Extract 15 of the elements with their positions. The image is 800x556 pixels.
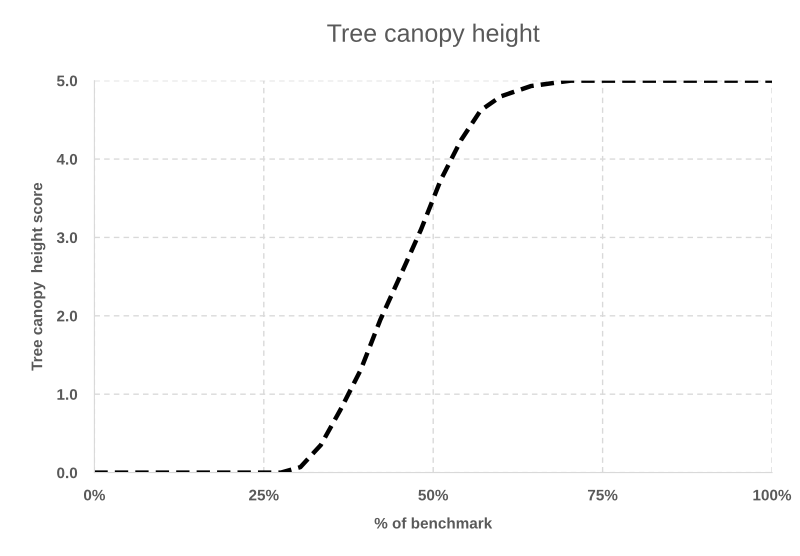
y-tick-label: 0.0 — [57, 467, 78, 478]
y-tick-label: 1.0 — [57, 389, 78, 400]
y-axis-title: Tree canopy height score — [31, 182, 46, 371]
x-tick-label: 25% — [249, 490, 279, 500]
x-axis-title: % of benchmark — [374, 517, 492, 529]
chart-title: Tree canopy height — [327, 24, 540, 47]
y-tick-label: 3.0 — [56, 232, 78, 244]
x-tick-label: 0% — [84, 490, 106, 500]
y-tick-label: 5.0 — [56, 75, 78, 86]
y-tick-label: 2.0 — [57, 310, 78, 322]
x-tick-label: 75% — [588, 490, 618, 500]
x-tick-label: 50% — [418, 490, 448, 500]
y-tick-label: 4.0 — [56, 154, 78, 165]
line-series — [94, 80, 772, 473]
x-tick-label: 100% — [753, 490, 792, 500]
